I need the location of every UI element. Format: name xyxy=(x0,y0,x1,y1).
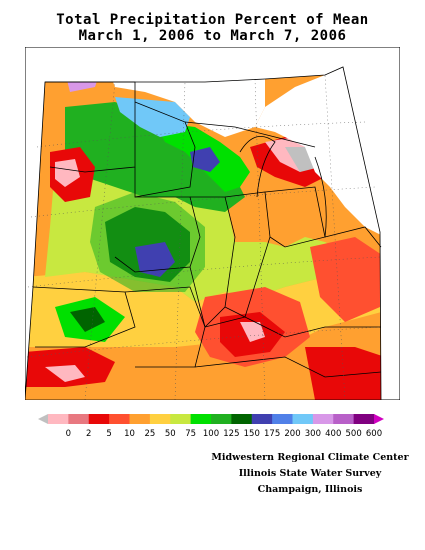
precipitation-map xyxy=(25,47,400,400)
legend-tick-label: 50 xyxy=(165,429,176,438)
legend-swatch xyxy=(231,414,253,424)
legend-tick-label: 5 xyxy=(106,429,111,438)
map-title: Total Precipitation Percent of Mean xyxy=(56,12,369,28)
state-boundaries xyxy=(32,81,382,378)
legend-swatch xyxy=(109,414,130,424)
band-darkgreen-kansas xyxy=(70,307,105,332)
band-green-nw xyxy=(65,102,245,212)
legend-swatch xyxy=(149,414,171,424)
band-red-east xyxy=(310,237,381,322)
legend-tick-label: 0 xyxy=(66,429,71,438)
legend-tick-label: 200 xyxy=(284,429,300,438)
credit-survey: Illinois State Water Survey xyxy=(238,468,382,479)
band-blue-iowa xyxy=(135,242,175,277)
band-pink-dakota xyxy=(55,159,80,187)
legend-tick-label: 75 xyxy=(185,429,196,438)
legend-tick-label: 600 xyxy=(366,429,382,438)
legend-tick-label: 400 xyxy=(325,429,341,438)
band-blue-wi xyxy=(190,147,220,172)
legend-swatch xyxy=(170,414,192,424)
legend-swatch xyxy=(353,414,375,424)
legend-tick-label: 500 xyxy=(346,429,362,438)
legend-tick-label: 300 xyxy=(305,429,321,438)
legend-tick-label: 25 xyxy=(144,429,155,438)
band-lightblue xyxy=(115,97,190,137)
legend-swatch xyxy=(190,414,212,424)
band-red-southeast xyxy=(305,347,381,400)
legend-tick-label: 175 xyxy=(264,429,280,438)
legend-tick-label: 10 xyxy=(124,429,135,438)
band-green-ring xyxy=(90,192,205,292)
band-pink-southwest xyxy=(45,365,85,382)
credit-location: Champaign, Illinois xyxy=(257,484,363,495)
legend-swatch xyxy=(292,414,314,424)
legend-tick-label: 2 xyxy=(86,429,91,438)
legend-tick-label: 125 xyxy=(223,429,239,438)
legend-swatch xyxy=(251,414,273,424)
color-legend: 0 2 5 10 25 50 75 100 125 150 175 200 300 400 500 600 xyxy=(38,414,384,438)
graticule xyxy=(26,74,382,400)
legend-tick-label: 150 xyxy=(244,429,260,438)
legend-swatch xyxy=(48,414,69,424)
legend-swatch xyxy=(211,414,232,424)
legend-swatch xyxy=(68,414,90,424)
legend-swatch xyxy=(272,414,293,424)
credit-organization: Midwestern Regional Climate Center xyxy=(211,452,409,463)
legend-swatch xyxy=(88,414,110,424)
legend-arrow-high xyxy=(374,414,384,424)
band-pink-south xyxy=(240,322,265,342)
map-subtitle-date-range: March 1, 2006 to March 7, 2006 xyxy=(78,28,347,44)
legend-arrow-low xyxy=(38,414,48,424)
legend-swatch xyxy=(333,414,355,424)
legend-swatch xyxy=(312,414,334,424)
legend-swatch xyxy=(129,414,151,424)
legend-tick-label: 100 xyxy=(203,429,219,438)
